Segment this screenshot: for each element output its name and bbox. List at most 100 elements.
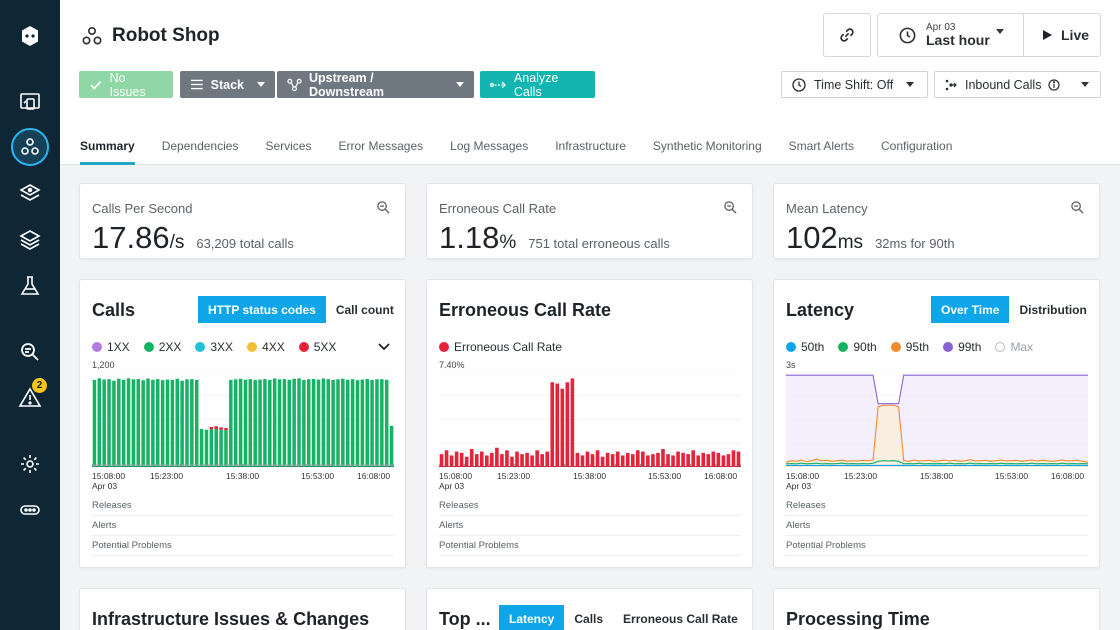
bar-erroneous-call-rate[interactable] xyxy=(550,382,555,467)
bar-erroneous-call-rate[interactable] xyxy=(681,452,685,467)
toggle-distribution[interactable]: Distribution xyxy=(1019,302,1087,317)
bar-erroneous-call-rate[interactable] xyxy=(505,450,509,467)
bar-2xx[interactable] xyxy=(102,379,106,467)
zoom-icon[interactable] xyxy=(1070,200,1085,215)
bar-erroneous-call-rate[interactable] xyxy=(716,452,721,467)
tab-error-messages[interactable]: Error Messages xyxy=(338,139,424,153)
bar-2xx[interactable] xyxy=(233,379,238,467)
bar-erroneous-call-rate[interactable] xyxy=(630,454,635,467)
chevron-down-icon[interactable] xyxy=(996,29,1004,34)
app-logo-icon[interactable] xyxy=(0,16,60,56)
bar-2xx[interactable] xyxy=(297,378,301,467)
line-95th[interactable] xyxy=(786,404,1088,463)
bar-2xx[interactable] xyxy=(389,425,394,467)
bar-erroneous-call-rate[interactable] xyxy=(646,455,650,467)
more-icon[interactable] xyxy=(0,490,60,530)
bar-erroneous-call-rate[interactable] xyxy=(570,378,575,467)
bar-2xx[interactable] xyxy=(229,379,233,467)
bar-erroneous-call-rate[interactable] xyxy=(515,451,519,467)
bar-erroneous-call-rate[interactable] xyxy=(711,451,716,467)
bar-2xx[interactable] xyxy=(121,379,126,467)
bar-erroneous-call-rate[interactable] xyxy=(726,454,731,467)
bar-erroneous-call-rate[interactable] xyxy=(454,451,459,467)
bar-2xx[interactable] xyxy=(365,378,369,467)
bar-2xx[interactable] xyxy=(146,378,150,467)
bar-2xx[interactable] xyxy=(380,379,384,467)
bar-erroneous-call-rate[interactable] xyxy=(474,454,479,467)
bar-2xx[interactable] xyxy=(258,379,262,467)
bar-erroneous-call-rate[interactable] xyxy=(565,382,570,467)
time-picker[interactable]: Apr 03 Last hour Live xyxy=(877,13,1101,57)
bar-2xx[interactable] xyxy=(131,379,136,467)
bar-erroneous-call-rate[interactable] xyxy=(706,454,711,467)
bar-erroneous-call-rate[interactable] xyxy=(600,456,605,467)
bar-erroneous-call-rate[interactable] xyxy=(736,451,741,467)
bar-2xx[interactable] xyxy=(214,429,218,467)
toggle-call-count[interactable]: Call count xyxy=(335,302,394,317)
bar-2xx[interactable] xyxy=(126,378,131,467)
bar-2xx[interactable] xyxy=(345,379,350,467)
bar-2xx[interactable] xyxy=(107,379,111,467)
potential-problems-row[interactable]: Potential Problems xyxy=(92,536,394,556)
platforms-icon[interactable] xyxy=(0,174,60,214)
bar-2xx[interactable] xyxy=(175,378,179,467)
bar-2xx[interactable] xyxy=(272,378,277,467)
bar-2xx[interactable] xyxy=(341,378,345,467)
bar-erroneous-call-rate[interactable] xyxy=(485,455,489,467)
bar-2xx[interactable] xyxy=(311,378,316,467)
analyze-calls-button[interactable]: Analyze Calls xyxy=(480,71,595,99)
bar-2xx[interactable] xyxy=(165,379,170,467)
bar-2xx[interactable] xyxy=(112,380,116,467)
bar-2xx[interactable] xyxy=(194,379,199,467)
toggle-latency[interactable]: Latency xyxy=(499,605,565,630)
bar-2xx[interactable] xyxy=(117,378,121,467)
analyze-icon[interactable] xyxy=(0,332,60,372)
bar-erroneous-call-rate[interactable] xyxy=(585,451,590,467)
bar-2xx[interactable] xyxy=(209,429,214,467)
bar-erroneous-call-rate[interactable] xyxy=(701,452,706,467)
latency-line-chart[interactable] xyxy=(786,372,1088,467)
chevron-down-icon[interactable] xyxy=(378,343,390,351)
bar-2xx[interactable] xyxy=(321,378,326,467)
tab-smart-alerts[interactable]: Smart Alerts xyxy=(788,139,854,153)
time-range-display[interactable]: Apr 03 Last hour xyxy=(926,22,990,48)
infrastructure-icon[interactable] xyxy=(0,220,60,260)
bar-2xx[interactable] xyxy=(316,379,321,467)
bar-2xx[interactable] xyxy=(370,379,374,467)
tab-summary[interactable]: Summary xyxy=(80,130,135,165)
applications-icon[interactable] xyxy=(0,127,60,167)
legend-item-95th[interactable]: 95th xyxy=(890,340,929,354)
potential-problems-row[interactable]: Potential Problems xyxy=(439,536,741,556)
bar-2xx[interactable] xyxy=(355,380,360,467)
bar-erroneous-call-rate[interactable] xyxy=(636,450,640,467)
bar-2xx[interactable] xyxy=(307,379,311,467)
bar-2xx[interactable] xyxy=(97,378,102,467)
bar-2xx[interactable] xyxy=(302,379,306,467)
potential-problems-row[interactable]: Potential Problems xyxy=(786,536,1088,556)
no-issues-button[interactable]: No Issues xyxy=(79,71,173,99)
bar-erroneous-call-rate[interactable] xyxy=(666,454,670,467)
bar-5xx[interactable] xyxy=(224,427,228,431)
bar-2xx[interactable] xyxy=(253,380,257,467)
bar-2xx[interactable] xyxy=(204,429,209,467)
legend-item-99th[interactable]: 99th xyxy=(943,340,981,354)
tab-dependencies[interactable]: Dependencies xyxy=(161,139,239,153)
bar-2xx[interactable] xyxy=(350,379,355,467)
tests-icon[interactable] xyxy=(0,266,60,306)
bar-2xx[interactable] xyxy=(141,380,145,467)
tab-log-messages[interactable]: Log Messages xyxy=(450,139,529,153)
bar-erroneous-call-rate[interactable] xyxy=(615,451,620,467)
zoom-icon[interactable] xyxy=(723,200,738,215)
toggle-erroneous-call-rate[interactable]: Erroneous Call Rate xyxy=(623,611,738,626)
releases-row[interactable]: Releases xyxy=(439,496,741,516)
tab-synthetic-monitoring[interactable]: Synthetic Monitoring xyxy=(652,139,762,153)
bar-2xx[interactable] xyxy=(292,378,296,467)
websites-icon[interactable] xyxy=(0,82,60,122)
bar-erroneous-call-rate[interactable] xyxy=(575,452,580,467)
bar-5xx[interactable] xyxy=(214,426,218,429)
bar-2xx[interactable] xyxy=(199,429,204,467)
bar-erroneous-call-rate[interactable] xyxy=(535,450,539,467)
line-max[interactable] xyxy=(786,374,1088,405)
bar-erroneous-call-rate[interactable] xyxy=(691,450,695,467)
bar-erroneous-call-rate[interactable] xyxy=(500,454,504,467)
